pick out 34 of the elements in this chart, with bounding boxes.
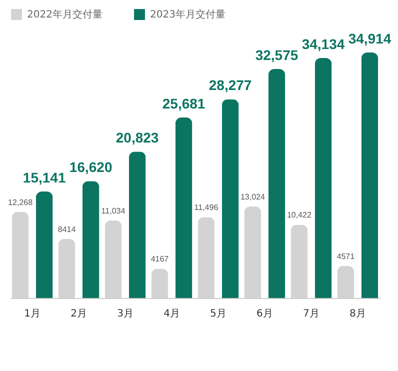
x-tick-label: 2月 xyxy=(70,308,87,320)
data-label: 13,024 xyxy=(240,192,266,202)
data-label: 4571 xyxy=(336,252,356,261)
data-label: 20,823 xyxy=(116,130,159,146)
x-tick-label: 4月 xyxy=(164,308,180,320)
bar xyxy=(361,52,378,298)
bar xyxy=(222,99,239,298)
bar xyxy=(36,192,53,298)
data-label: 34,134 xyxy=(302,36,345,52)
data-label: 25,681 xyxy=(162,95,206,112)
data-label: 11,496 xyxy=(194,203,219,212)
data-label: 10,422 xyxy=(286,210,312,220)
data-label: 12,268 xyxy=(8,198,34,207)
bar xyxy=(175,117,192,298)
data-label: 8414 xyxy=(58,224,76,234)
bar xyxy=(128,152,146,298)
data-label: 16,620 xyxy=(69,159,112,176)
x-tick-label: 5月 xyxy=(210,308,226,320)
data-label: 32,575 xyxy=(255,46,298,63)
legend-label: 2022年月交付量 xyxy=(27,8,102,21)
data-label: 34,914 xyxy=(348,30,392,47)
x-tick-label: 7月 xyxy=(303,308,320,320)
data-label: 15,141 xyxy=(22,170,66,186)
data-label: 4167 xyxy=(150,254,170,264)
x-tick-label: 3月 xyxy=(117,308,134,320)
data-label: 11,034 xyxy=(101,206,126,216)
data-label: 28,277 xyxy=(208,77,252,94)
x-tick-label: 6月 xyxy=(256,308,273,320)
bar xyxy=(314,58,332,298)
legend-label: 2023年月交付量 xyxy=(150,8,226,21)
x-tick-label: 8月 xyxy=(350,308,366,320)
bar xyxy=(268,68,286,298)
x-tick-label: 1月 xyxy=(24,308,40,320)
bar xyxy=(82,181,100,298)
